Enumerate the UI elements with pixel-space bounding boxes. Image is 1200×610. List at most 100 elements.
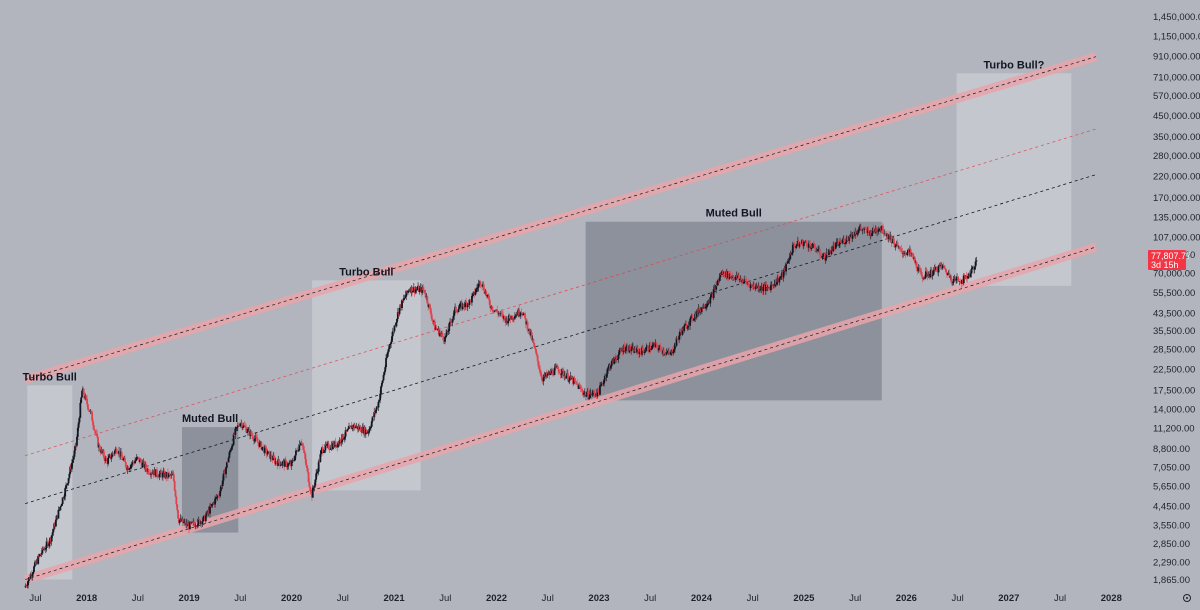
candle bbox=[812, 240, 815, 245]
price-tick-label: 350,000.00 bbox=[1153, 132, 1200, 143]
time-tick-label: 2027 bbox=[998, 593, 1019, 604]
candle bbox=[453, 309, 456, 320]
candle bbox=[131, 460, 134, 468]
candle bbox=[327, 440, 330, 451]
price-tick-label: 2,290.00 bbox=[1153, 558, 1190, 569]
candle bbox=[974, 257, 977, 270]
candle bbox=[765, 281, 768, 290]
candle bbox=[496, 305, 499, 313]
candle bbox=[314, 479, 317, 488]
candle bbox=[255, 432, 258, 440]
candle bbox=[826, 249, 829, 256]
candle bbox=[649, 340, 652, 354]
price-tick-label: 450,000.00 bbox=[1153, 111, 1200, 122]
candle bbox=[421, 284, 424, 295]
settings-icon[interactable] bbox=[1183, 594, 1191, 602]
candle bbox=[924, 267, 927, 279]
candle bbox=[285, 460, 288, 470]
candle bbox=[599, 382, 601, 396]
candle bbox=[846, 235, 849, 243]
candle bbox=[802, 240, 805, 250]
candle bbox=[273, 455, 276, 466]
candle bbox=[676, 337, 679, 344]
candle bbox=[265, 445, 268, 459]
price-tick-label: 22,500.00 bbox=[1153, 364, 1195, 375]
candle bbox=[764, 281, 767, 295]
candle bbox=[636, 344, 638, 355]
price-tick-label: 55,500.00 bbox=[1153, 288, 1195, 299]
candle bbox=[950, 274, 953, 285]
candle bbox=[540, 369, 542, 376]
candle bbox=[359, 425, 362, 432]
candle bbox=[172, 472, 175, 483]
candle bbox=[64, 486, 67, 501]
candle bbox=[311, 484, 314, 498]
candle bbox=[303, 446, 306, 455]
candle bbox=[391, 327, 394, 340]
zone-label-1: Turbo Bull bbox=[23, 371, 77, 383]
candle bbox=[225, 466, 227, 479]
price-tick-label: 11,200.00 bbox=[1153, 423, 1195, 434]
candle bbox=[471, 292, 474, 298]
candle bbox=[745, 277, 748, 286]
candle bbox=[243, 421, 246, 427]
candle bbox=[444, 335, 447, 339]
candle bbox=[785, 262, 787, 276]
candle bbox=[687, 321, 690, 331]
candle bbox=[882, 223, 884, 234]
candle bbox=[806, 240, 809, 248]
candle bbox=[401, 299, 403, 311]
time-axis[interactable]: Jul 2018 Jul 2019 Jul 2020 Jul 2021 Jul 2022 Jul 20… bbox=[29, 593, 1122, 604]
candle bbox=[197, 516, 200, 528]
candle bbox=[365, 429, 368, 433]
time-tick-label: Jul bbox=[29, 593, 41, 604]
candle bbox=[789, 250, 792, 260]
candle bbox=[183, 519, 185, 524]
candle bbox=[691, 313, 694, 323]
price-tick-label: 1,450,000.00 bbox=[1153, 12, 1200, 23]
candle bbox=[631, 343, 633, 352]
candle bbox=[292, 456, 295, 463]
candle bbox=[307, 471, 310, 483]
time-tick-label: Jul bbox=[644, 593, 656, 604]
time-tick-label: Jul bbox=[849, 593, 861, 604]
candle bbox=[385, 354, 387, 370]
candle bbox=[326, 441, 328, 449]
candle bbox=[749, 282, 752, 292]
zone-box-4 bbox=[585, 221, 882, 401]
candle bbox=[236, 422, 239, 432]
candle bbox=[606, 367, 609, 377]
candle bbox=[380, 385, 382, 398]
candle bbox=[690, 315, 692, 323]
time-tick-label: 2026 bbox=[896, 593, 917, 604]
candle bbox=[914, 256, 916, 265]
time-tick-label: 2025 bbox=[793, 593, 815, 604]
candle bbox=[479, 280, 482, 289]
time-tick-label: Jul bbox=[439, 593, 451, 604]
candle bbox=[807, 240, 810, 252]
price-tick-label: 1,150,000.00 bbox=[1153, 31, 1200, 42]
candle bbox=[396, 307, 399, 322]
candle bbox=[141, 459, 144, 468]
candle bbox=[222, 473, 225, 485]
candle bbox=[562, 367, 565, 379]
time-tick-label: Jul bbox=[952, 593, 964, 604]
candle bbox=[284, 458, 286, 467]
candle bbox=[898, 246, 901, 252]
candle bbox=[323, 449, 326, 454]
zone-box-1 bbox=[27, 385, 73, 580]
zone-label-3: Turbo Bull bbox=[339, 266, 393, 278]
time-tick-label: 2023 bbox=[588, 593, 609, 604]
price-tick-label: 3,550.00 bbox=[1153, 521, 1190, 532]
candle bbox=[395, 321, 398, 328]
candle bbox=[65, 482, 67, 490]
price-axis[interactable]: 1,865.00 2,290.00 2,850.00 3,550.00 4,450.00… bbox=[1153, 12, 1200, 586]
candle bbox=[618, 347, 621, 356]
candle bbox=[641, 345, 643, 357]
candle bbox=[202, 515, 205, 522]
candle bbox=[925, 267, 928, 273]
candle bbox=[758, 284, 761, 293]
candle bbox=[124, 455, 126, 463]
